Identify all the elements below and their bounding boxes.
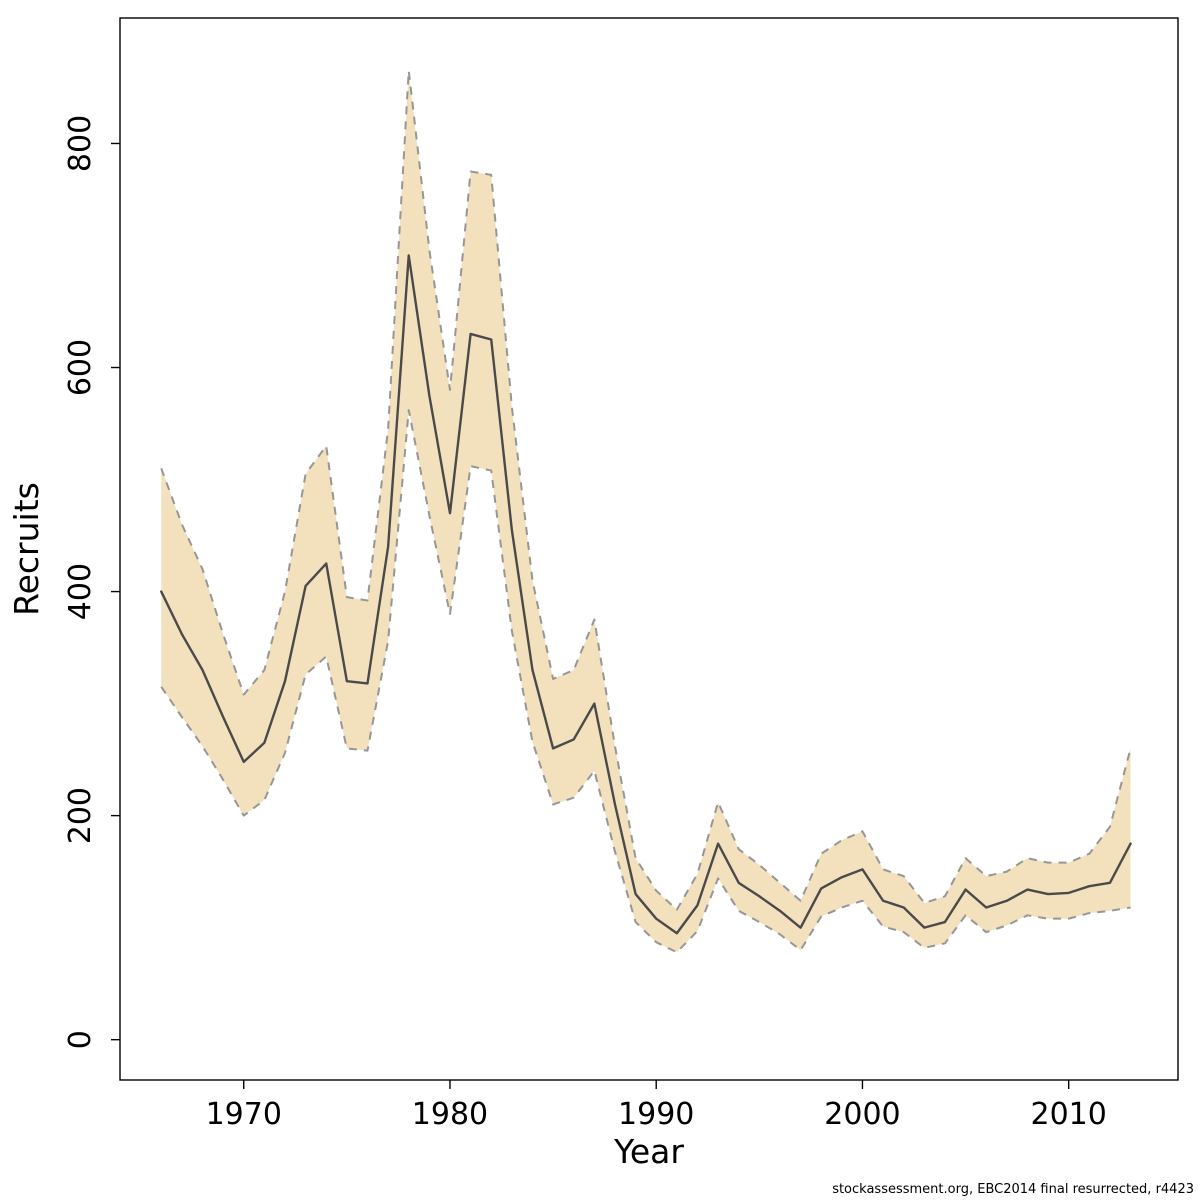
estimate-line xyxy=(160,254,1132,935)
y-axis-title: Recruits xyxy=(7,482,46,616)
y-tick-label: 200 xyxy=(63,787,98,844)
x-axis-title: Year xyxy=(613,1132,684,1171)
lower-ci-line xyxy=(160,409,1131,954)
upper-ci-line xyxy=(160,69,1132,911)
x-tick-label: 1970 xyxy=(206,1097,282,1132)
plot-border xyxy=(119,17,1179,1081)
y-tick-label: 600 xyxy=(63,339,98,396)
x-tick-label: 2000 xyxy=(824,1097,900,1132)
footer-credit: stockassessment.org, EBC2014 final resur… xyxy=(832,1182,1194,1197)
y-tick-label: 0 xyxy=(63,1030,98,1049)
confidence-band xyxy=(161,70,1131,953)
x-tick-label: 1980 xyxy=(412,1097,488,1132)
y-tick-label: 400 xyxy=(63,563,98,620)
x-tick-label: 1990 xyxy=(618,1097,694,1132)
y-tick-label: 800 xyxy=(63,115,98,172)
x-tick-label: 2010 xyxy=(1031,1097,1107,1132)
